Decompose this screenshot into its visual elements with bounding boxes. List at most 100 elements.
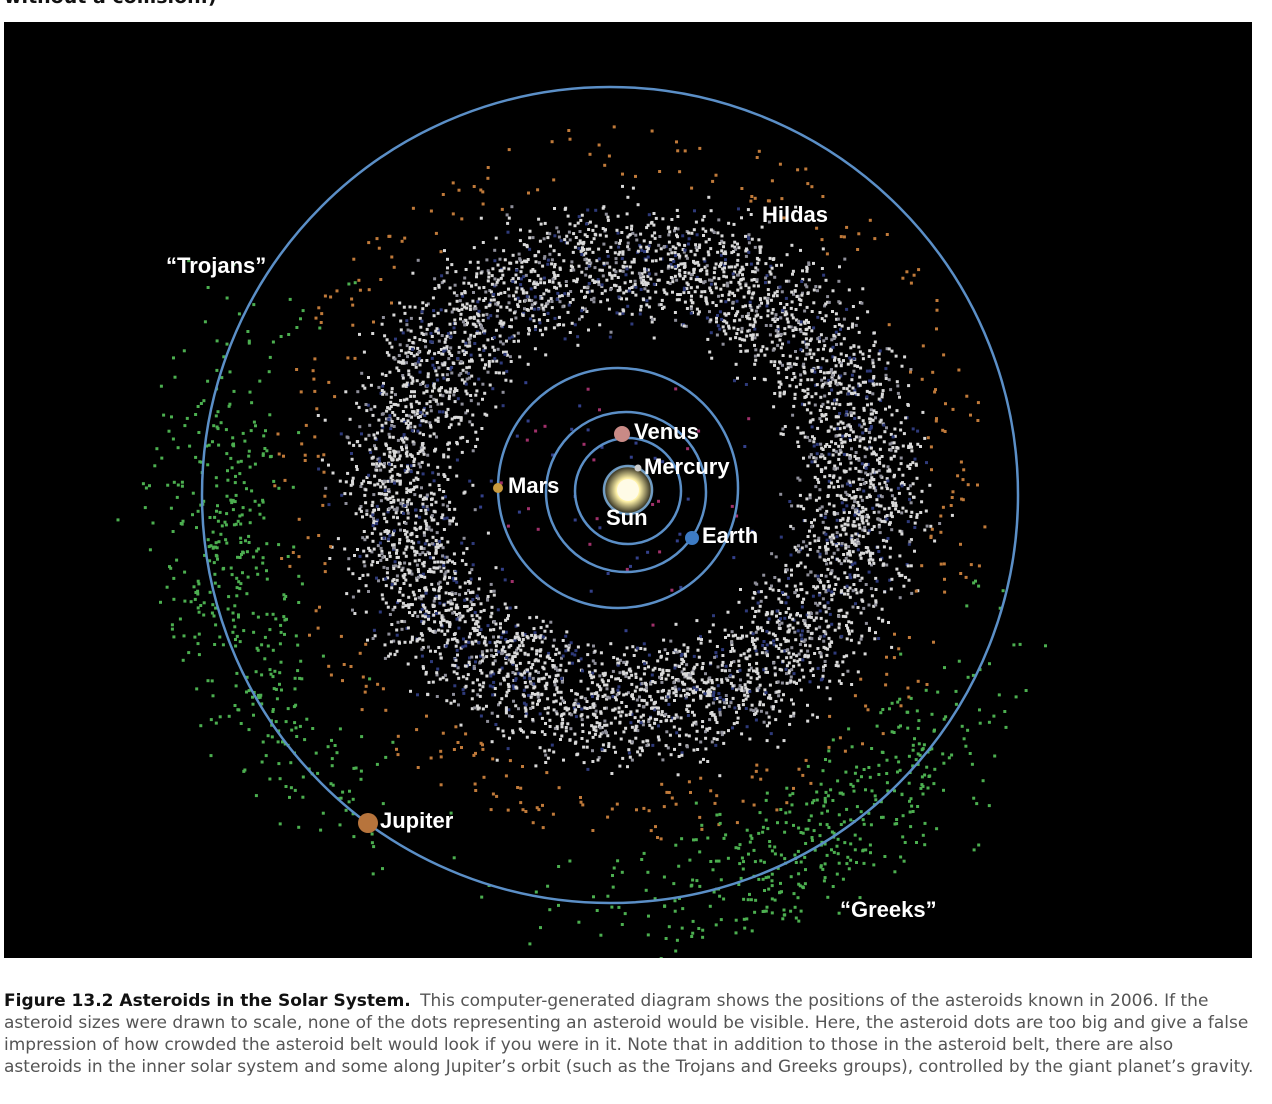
asteroid-dot [507, 645, 511, 649]
asteroid-dot [491, 267, 495, 271]
asteroid-dot [550, 743, 554, 747]
asteroid-dot [412, 442, 416, 446]
asteroid-dot [617, 245, 621, 249]
asteroid-dot [863, 529, 867, 533]
asteroid-dot [673, 685, 677, 689]
asteroid-dot [551, 644, 555, 648]
asteroid-dot [859, 611, 863, 615]
asteroid-dot [576, 343, 580, 347]
asteroid-dot [617, 677, 620, 681]
asteroid-dot [804, 624, 808, 627]
asteroid-dot [427, 525, 431, 529]
asteroid-dot [819, 652, 823, 656]
asteroid-dot [563, 700, 566, 704]
asteroid-dot [864, 380, 867, 384]
asteroid-dot [427, 645, 430, 649]
asteroid-dot [663, 648, 667, 652]
asteroid-dot [847, 384, 851, 388]
asteroid-dot [878, 349, 882, 353]
asteroid-dot [720, 733, 724, 737]
asteroid-dot [533, 692, 537, 696]
asteroid-dot [737, 600, 741, 604]
asteroid-dot [787, 340, 791, 344]
asteroid-dot [853, 391, 857, 395]
asteroid-dot [689, 277, 693, 281]
asteroid-dot [877, 460, 881, 464]
asteroid-dot [794, 308, 798, 311]
asteroid-dot [724, 677, 728, 681]
asteroid-dot [708, 350, 712, 354]
asteroid-dot [839, 374, 843, 378]
asteroid-dot [413, 413, 417, 417]
asteroid-dot [811, 713, 815, 717]
asteroid-dot [841, 434, 845, 438]
asteroid-dot [562, 259, 566, 263]
asteroid-dot [569, 641, 573, 645]
asteroid-dot [572, 706, 576, 710]
asteroid-dot [543, 707, 547, 711]
asteroid-dot [608, 696, 611, 700]
asteroid-dot [589, 274, 592, 278]
asteroid-dot [854, 543, 858, 547]
asteroid-dot [479, 669, 483, 672]
asteroid-dot [388, 613, 392, 616]
asteroid-dot [834, 330, 838, 334]
asteroid-dot [727, 298, 731, 302]
asteroid-dot [410, 390, 413, 394]
asteroid-dot [442, 517, 446, 521]
asteroid-dot [382, 381, 385, 385]
asteroid-dot [529, 682, 533, 686]
asteroid-dot [833, 651, 837, 655]
asteroid-dot [722, 283, 726, 287]
asteroid-dot [685, 287, 689, 291]
asteroid-dot [405, 413, 409, 417]
asteroid-dot [590, 724, 594, 728]
asteroid-dot [448, 352, 452, 356]
asteroid-dot [708, 630, 712, 634]
asteroid-dot [458, 585, 462, 589]
asteroid-dot [437, 285, 441, 289]
asteroid-dot [808, 496, 812, 500]
asteroid-dot [590, 692, 594, 696]
asteroid-dot [765, 739, 769, 743]
asteroid-dot [388, 341, 392, 345]
asteroid-dot [580, 737, 584, 740]
asteroid-dot [568, 238, 572, 242]
asteroid-dot [701, 720, 705, 723]
asteroid-dot [405, 361, 408, 365]
asteroid-dot [813, 652, 817, 655]
asteroid-dot [421, 450, 425, 454]
asteroid-dot [471, 689, 475, 693]
asteroid-dot [540, 303, 544, 307]
asteroid-dot [885, 347, 889, 351]
asteroid-dot [406, 516, 410, 520]
asteroid-dot [618, 285, 622, 289]
asteroid-dot [707, 253, 711, 257]
asteroid-dot [800, 402, 804, 406]
asteroid-dot [452, 307, 456, 311]
asteroid-dot [722, 698, 726, 702]
asteroid-dot [906, 520, 910, 524]
asteroid-dot [838, 360, 842, 364]
asteroid-dot [528, 317, 532, 321]
asteroid-dot [717, 294, 720, 298]
asteroid-dot [523, 651, 527, 655]
asteroid-dot [535, 649, 539, 653]
asteroid-dot [635, 709, 639, 713]
asteroid-dot [668, 230, 672, 234]
asteroid-dot [598, 323, 602, 327]
asteroid-dot [385, 529, 389, 532]
asteroid-dot [415, 412, 419, 416]
asteroid-dot [384, 496, 388, 500]
asteroid-dot [684, 654, 688, 658]
asteroid-dot [841, 527, 845, 531]
asteroid-dot [414, 362, 418, 366]
asteroid-dot [556, 668, 559, 672]
asteroid-dot [515, 632, 519, 636]
asteroid-dot [431, 296, 435, 300]
asteroid-dot [701, 662, 705, 665]
asteroid-dot [781, 591, 784, 594]
asteroid-dot [397, 360, 401, 364]
asteroid-dot [496, 263, 500, 267]
asteroid-dot [734, 336, 738, 340]
